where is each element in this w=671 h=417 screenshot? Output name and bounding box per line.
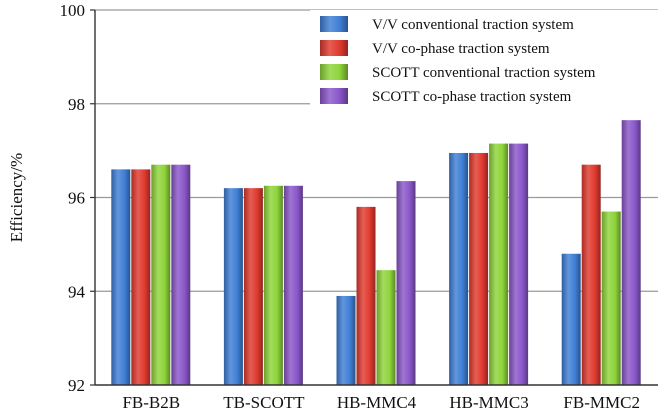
bar-FB-MMC2-series-2 — [581, 164, 601, 385]
bars — [111, 120, 641, 385]
bar-HB-MMC4-series-1 — [336, 295, 356, 385]
bar-FB-B2B-series-1 — [111, 169, 131, 385]
bar-HB-MMC3-series-2 — [469, 152, 489, 385]
legend-swatch-series-3 — [320, 64, 348, 80]
legend-label-series-2: V/V co-phase traction system — [372, 41, 550, 57]
bar-FB-MMC2-series-1 — [561, 253, 581, 385]
bar-group-FB-MMC2 — [561, 120, 641, 385]
bar-TB-SCOTT-series-2 — [243, 188, 263, 385]
bar-TB-SCOTT-series-4 — [283, 185, 303, 385]
bar-HB-MMC3-series-3 — [489, 143, 509, 385]
bar-FB-B2B-series-4 — [171, 164, 191, 385]
legend-label-series-4: SCOTT co-phase traction system — [372, 89, 572, 105]
bar-FB-MMC2-series-3 — [601, 211, 621, 385]
y-tick-label-96: 96 — [68, 189, 85, 208]
bar-group-HB-MMC3 — [449, 143, 529, 385]
bar-TB-SCOTT-series-3 — [263, 185, 283, 385]
legend-swatch-series-4 — [320, 88, 348, 104]
x-tick-label-HB-MMC4: HB-MMC4 — [337, 393, 417, 412]
legend-swatch-series-1 — [320, 16, 348, 32]
x-tick-label-TB-SCOTT: TB-SCOTT — [223, 393, 305, 412]
x-tick-label-HB-MMC3: HB-MMC3 — [449, 393, 528, 412]
bar-HB-MMC4-series-2 — [356, 206, 376, 385]
legend-swatch-series-2 — [320, 40, 348, 56]
bar-FB-B2B-series-2 — [131, 169, 151, 385]
axes: 92 94 96 98 100 FB-B2B TB-SCOTT HB-MMC4 HB-MMC3 F… — [60, 1, 658, 412]
legend: V/V conventional traction system V/V co-p… — [310, 10, 658, 112]
bar-HB-MMC3-series-4 — [509, 143, 529, 385]
legend-label-series-3: SCOTT conventional traction system — [372, 65, 596, 81]
y-tick-label-100: 100 — [60, 1, 86, 20]
legend-label-series-1: V/V conventional traction system — [372, 17, 574, 33]
legend-background — [310, 10, 658, 112]
y-tick-label-98: 98 — [68, 95, 85, 114]
bar-group-FB-B2B — [111, 164, 191, 385]
bar-TB-SCOTT-series-1 — [223, 188, 243, 385]
y-tick-label-92: 92 — [68, 376, 85, 395]
x-tick-label-FB-B2B: FB-B2B — [122, 393, 180, 412]
y-axis-title: Efficiency/% — [7, 153, 26, 242]
bar-group-TB-SCOTT — [223, 185, 303, 385]
bar-HB-MMC4-series-3 — [376, 270, 396, 385]
bar-group-HB-MMC4 — [336, 181, 416, 385]
bar-HB-MMC3-series-1 — [449, 152, 469, 385]
bar-HB-MMC4-series-4 — [396, 181, 416, 385]
x-tick-label-FB-MMC2: FB-MMC2 — [563, 393, 640, 412]
bar-FB-B2B-series-3 — [151, 164, 171, 385]
y-tick-label-94: 94 — [68, 282, 86, 301]
bar-FB-MMC2-series-4 — [621, 120, 641, 385]
